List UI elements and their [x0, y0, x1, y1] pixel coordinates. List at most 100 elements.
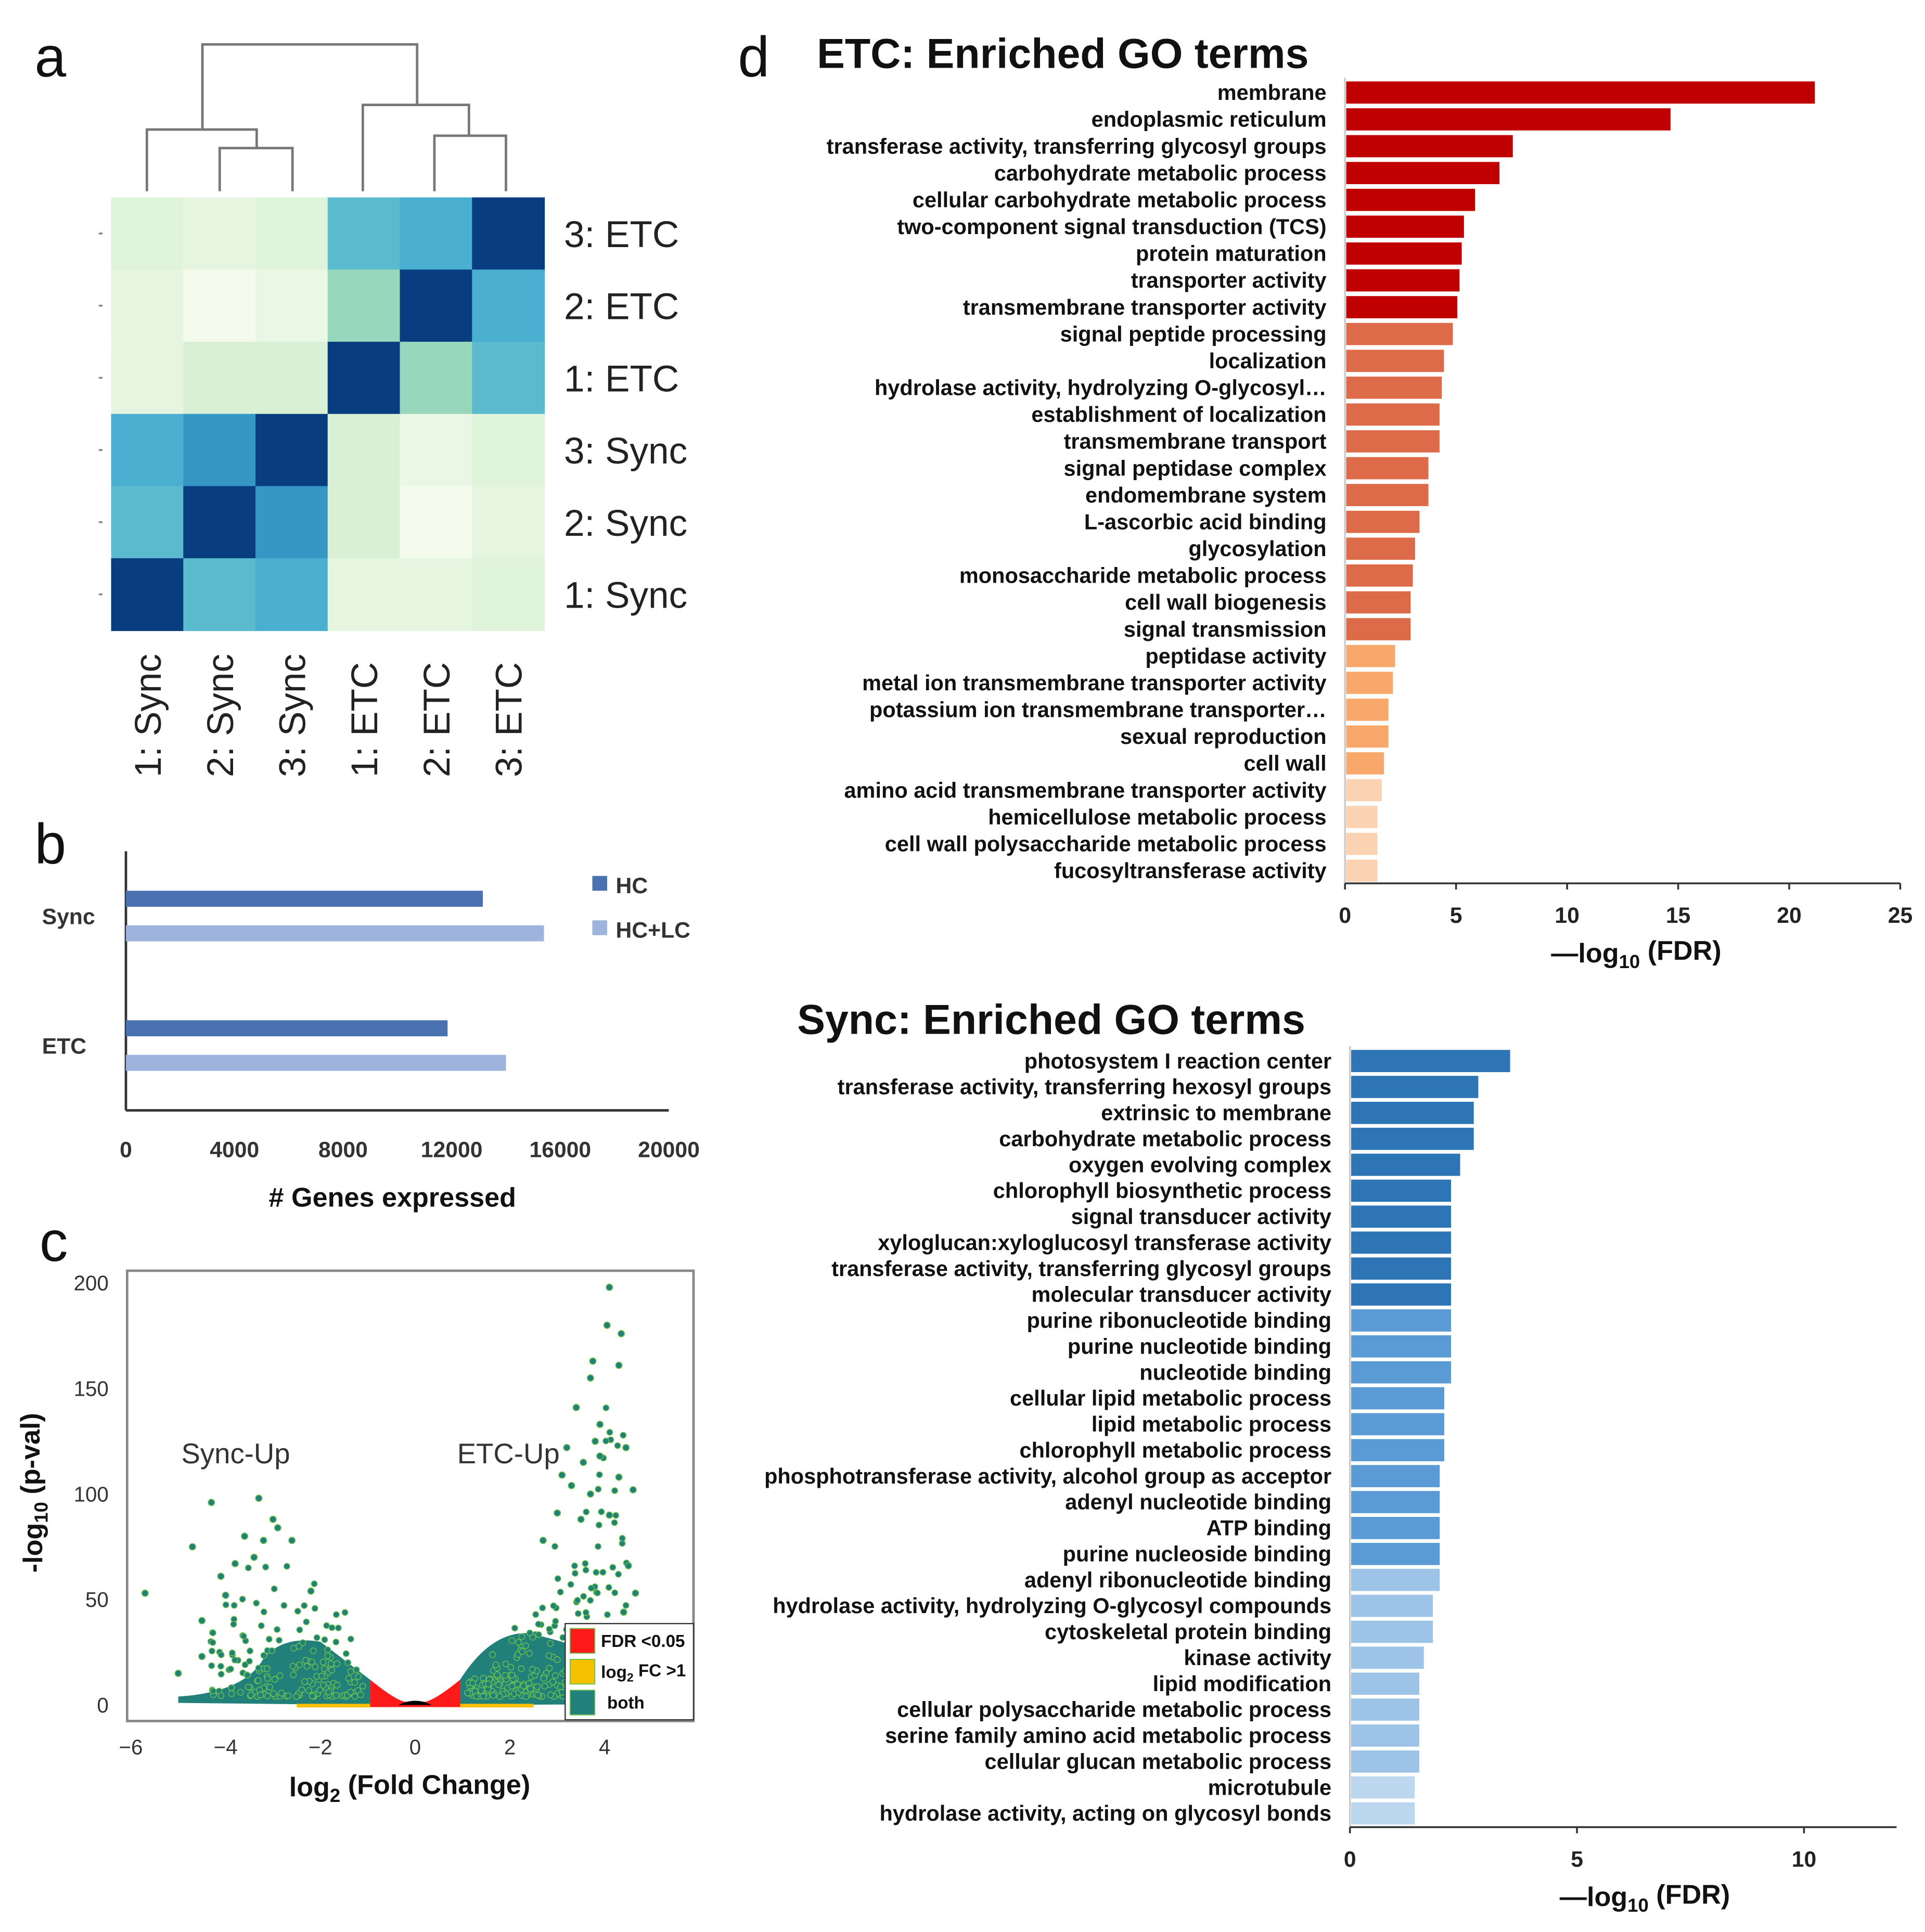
data-point: [532, 1611, 540, 1618]
go-term-label: adenyl nucleotide binding: [1065, 1490, 1331, 1514]
data-point: [534, 1692, 542, 1699]
go-term-bar: [1351, 1750, 1419, 1773]
legend-swatch: [569, 1628, 596, 1654]
data-point: [595, 1486, 602, 1493]
data-point: [227, 1665, 234, 1672]
go-term-label: cytoskeletal protein binding: [1045, 1619, 1331, 1644]
data-point: [492, 1661, 499, 1668]
data-point: [620, 1608, 627, 1616]
go-term-bar: [1346, 537, 1415, 560]
data-point: [247, 1691, 254, 1698]
go-term-bar: [1351, 1620, 1433, 1643]
go-term-label: glycosylation: [1188, 536, 1326, 561]
data-point: [355, 1673, 362, 1680]
go-term-bar: [1346, 645, 1395, 667]
go-term-label: L-ascorbic acid binding: [1084, 509, 1327, 534]
data-point: [328, 1667, 336, 1673]
go-term-label: endoplasmic reticulum: [1092, 107, 1327, 132]
go-term-bar: [1346, 859, 1378, 882]
data-point: [580, 1459, 587, 1466]
data-point: [554, 1656, 561, 1663]
data-point: [539, 1537, 547, 1544]
data-point: [141, 1589, 149, 1597]
data-point: [619, 1535, 626, 1542]
go-term-bar: [1351, 1205, 1452, 1228]
go-term-label: transporter activity: [1131, 268, 1327, 292]
go-term-label: peptidase activity: [1145, 643, 1326, 668]
y-axis-label-main: -log: [18, 1523, 48, 1573]
data-point: [305, 1687, 312, 1694]
x-axis-label-rest: (FDR): [1649, 1879, 1730, 1910]
data-point: [606, 1428, 613, 1436]
go-term-bar: [1351, 1283, 1452, 1306]
legend-label: FDR <0.05: [601, 1632, 685, 1651]
go-term-bar: [1351, 1335, 1452, 1358]
data-point: [469, 1680, 477, 1686]
go-term-label: hydrolase activity, hydrolyzing O-glycos…: [875, 376, 1327, 400]
x-tick-label: 20: [1777, 903, 1801, 928]
panel-label-a: a: [35, 25, 67, 89]
chart-title: Sync: Enriched GO terms: [797, 996, 1305, 1043]
data-point: [558, 1471, 566, 1479]
data-point: [335, 1625, 342, 1631]
heatmap-cell: [255, 269, 328, 343]
x-axis-label-sub: 10: [1619, 951, 1640, 972]
heatmap-cell: [400, 558, 473, 632]
data-point: [592, 1437, 599, 1445]
data-point: [268, 1647, 276, 1654]
go-term-label: hemicellulose metabolic process: [988, 805, 1326, 829]
data-point: [347, 1668, 354, 1675]
x-tick-label: 12000: [421, 1138, 483, 1163]
data-point: [333, 1660, 341, 1667]
data-point: [264, 1675, 271, 1682]
annotation-sync-up: Sync-Up: [182, 1438, 290, 1470]
data-point: [489, 1651, 496, 1658]
data-point: [217, 1651, 225, 1658]
data-point: [230, 1602, 238, 1609]
data-point: [228, 1650, 236, 1656]
data-point: [341, 1609, 349, 1616]
heatmap-cell: [111, 558, 184, 632]
data-point: [629, 1486, 637, 1493]
y-tick-label: 200: [74, 1272, 109, 1295]
data-point: [313, 1634, 320, 1641]
data-point: [559, 1689, 566, 1696]
data-point: [303, 1618, 310, 1626]
data-point: [353, 1666, 360, 1673]
data-point: [342, 1650, 350, 1657]
data-point: [539, 1604, 546, 1612]
data-point: [495, 1681, 502, 1689]
panel-b-genes-expressed: b Sync ETC 0 4000 8000 12000 16000 20000 # Genes…: [35, 813, 700, 1213]
data-point: [598, 1508, 605, 1515]
data-point: [232, 1656, 238, 1664]
data-point: [230, 1620, 237, 1628]
data-point: [217, 1663, 224, 1670]
heatmap-cell: [255, 486, 328, 559]
go-term-bar: [1346, 779, 1382, 802]
data-point: [237, 1689, 244, 1696]
go-term-label: cellular carbohydrate metabolic process: [913, 187, 1327, 212]
go-term-bar: [1346, 403, 1440, 426]
heatmap-cell: [472, 486, 545, 559]
x-axis-label: # Genes expressed: [269, 1182, 516, 1213]
data-point: [632, 1589, 639, 1597]
data-point: [280, 1602, 288, 1609]
go-term-label: membrane: [1217, 80, 1327, 105]
data-point: [327, 1660, 335, 1667]
go-term-bar: [1351, 1698, 1419, 1721]
go-term-bar: [1346, 672, 1393, 694]
data-point: [554, 1575, 561, 1582]
data-point: [529, 1666, 536, 1673]
data-point: [209, 1629, 216, 1637]
heatmap-col-label: 2: Sync: [200, 654, 241, 777]
go-term-label: serine family amino acid metabolic proce…: [885, 1723, 1331, 1748]
go-term-label: cellular polysaccharide metabolic proces…: [897, 1697, 1331, 1722]
chart-title: ETC: Enriched GO terms: [817, 30, 1308, 77]
heatmap-cell: [327, 414, 401, 487]
data-point: [283, 1563, 290, 1570]
data-point: [594, 1589, 601, 1596]
data-point: [547, 1691, 554, 1698]
data-point: [307, 1587, 315, 1595]
go-term-bar: [1346, 162, 1500, 184]
